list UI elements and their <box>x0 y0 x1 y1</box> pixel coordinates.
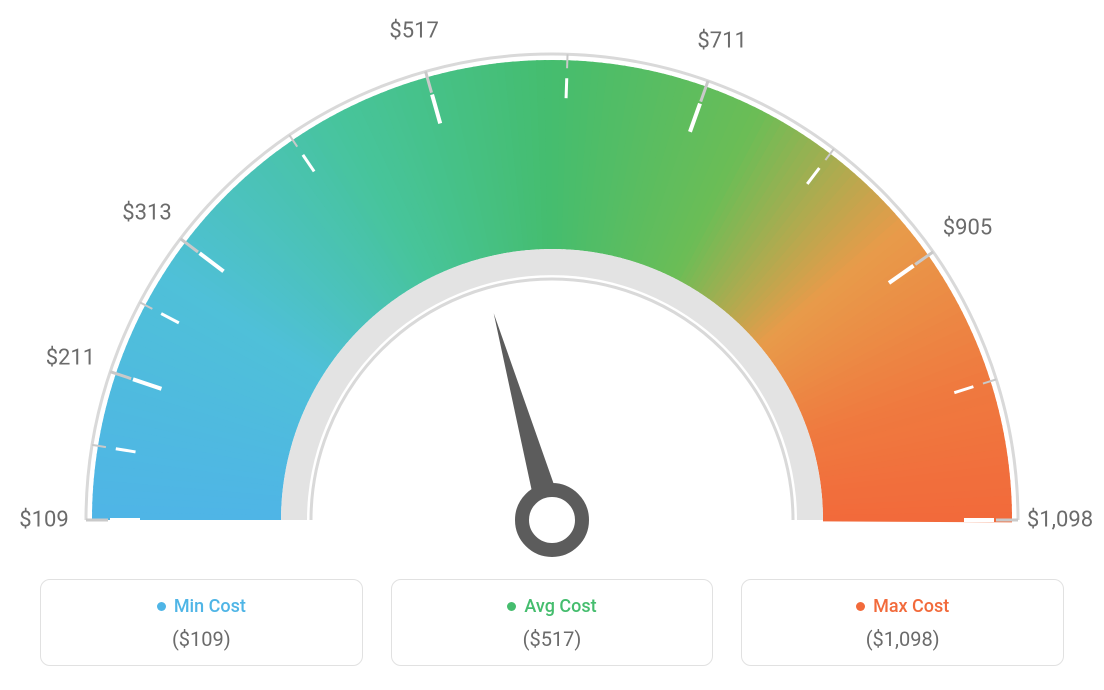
gauge-tick-label: $517 <box>389 19 438 44</box>
legend-value: ($1,098) <box>752 627 1053 651</box>
legend-row: Min Cost ($109) Avg Cost ($517) Max Cost ($1,… <box>40 579 1064 666</box>
legend-label: Avg Cost <box>524 596 596 617</box>
legend-title: Avg Cost <box>507 596 596 617</box>
legend-dot-icon <box>856 602 865 611</box>
gauge-fill <box>92 60 1012 522</box>
legend-card-max: Max Cost ($1,098) <box>741 579 1064 666</box>
legend-value: ($517) <box>402 627 703 651</box>
gauge-tick-label: $109 <box>19 508 68 533</box>
legend-label: Min Cost <box>174 596 246 617</box>
legend-title: Min Cost <box>157 596 246 617</box>
gauge-tick-label: $211 <box>46 346 95 371</box>
gauge-tick-label: $313 <box>122 201 171 226</box>
gauge-svg <box>0 0 1104 560</box>
legend-card-avg: Avg Cost ($517) <box>391 579 714 666</box>
gauge-tick-label: $711 <box>697 29 746 54</box>
gauge-tick-label: $1,098 <box>1027 508 1093 533</box>
legend-dot-icon <box>507 602 516 611</box>
legend-card-min: Min Cost ($109) <box>40 579 363 666</box>
legend-value: ($109) <box>51 627 352 651</box>
gauge-tick-label: $905 <box>943 215 992 240</box>
legend-label: Max Cost <box>873 596 949 617</box>
cost-gauge: $109 $211 $313 $517 $711 $905 $1,098 <box>0 0 1104 560</box>
legend-title: Max Cost <box>856 596 949 617</box>
gauge-needle-hub <box>522 490 582 550</box>
legend-dot-icon <box>157 602 166 611</box>
